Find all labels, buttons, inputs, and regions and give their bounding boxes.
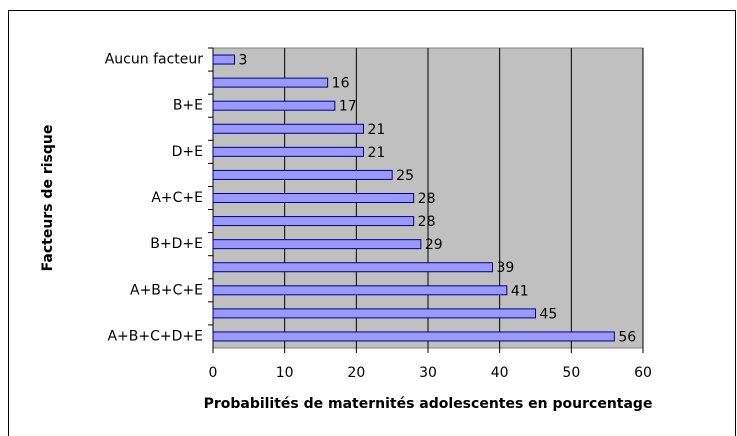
y-tick-label: A+B+C+E: [130, 282, 203, 298]
data-label: 41: [511, 283, 529, 299]
y-tick-label: B+E: [173, 98, 203, 114]
x-tick-label: 60: [634, 365, 652, 381]
bar: [212, 285, 508, 296]
data-label: 21: [368, 122, 386, 138]
x-tick-label: 10: [276, 365, 294, 381]
data-label: 16: [332, 76, 350, 92]
bar: [212, 123, 364, 134]
bar: [212, 308, 536, 319]
bar: [212, 77, 329, 88]
bar: [212, 193, 415, 203]
y-tick-label: A+B+C+D+E: [107, 328, 203, 344]
y-tick-label: A+C+E: [151, 190, 203, 206]
bar: [212, 54, 235, 65]
bar: [212, 100, 336, 111]
x-tick-label: 20: [347, 365, 365, 381]
x-tick-label: 40: [491, 365, 509, 381]
data-label: 56: [618, 329, 636, 345]
data-label: 45: [540, 306, 558, 322]
bar: [212, 331, 615, 342]
data-label: 28: [418, 191, 436, 207]
data-label: 39: [497, 260, 515, 276]
bar: [212, 262, 493, 273]
data-label: 29: [425, 237, 443, 253]
y-tick-label: B+D+E: [150, 236, 203, 252]
data-label: 21: [368, 145, 386, 161]
y-axis-title: Facteurs de risque: [40, 125, 56, 272]
x-tick-label: 0: [209, 365, 218, 381]
data-label: 25: [396, 168, 414, 184]
x-axis-title: Probabilités de maternités adolescentes …: [204, 396, 653, 412]
bar: [212, 239, 422, 250]
data-label: 17: [339, 99, 357, 115]
bar: [212, 169, 393, 180]
x-tick-label: 30: [419, 365, 437, 381]
x-tick-label: 50: [562, 365, 580, 381]
data-label: 3: [239, 53, 248, 69]
bar: [212, 146, 364, 157]
y-tick-label: D+E: [172, 144, 203, 160]
data-label: 28: [418, 214, 436, 230]
bar: [212, 216, 415, 227]
y-tick-label: Aucun facteur: [105, 52, 204, 68]
